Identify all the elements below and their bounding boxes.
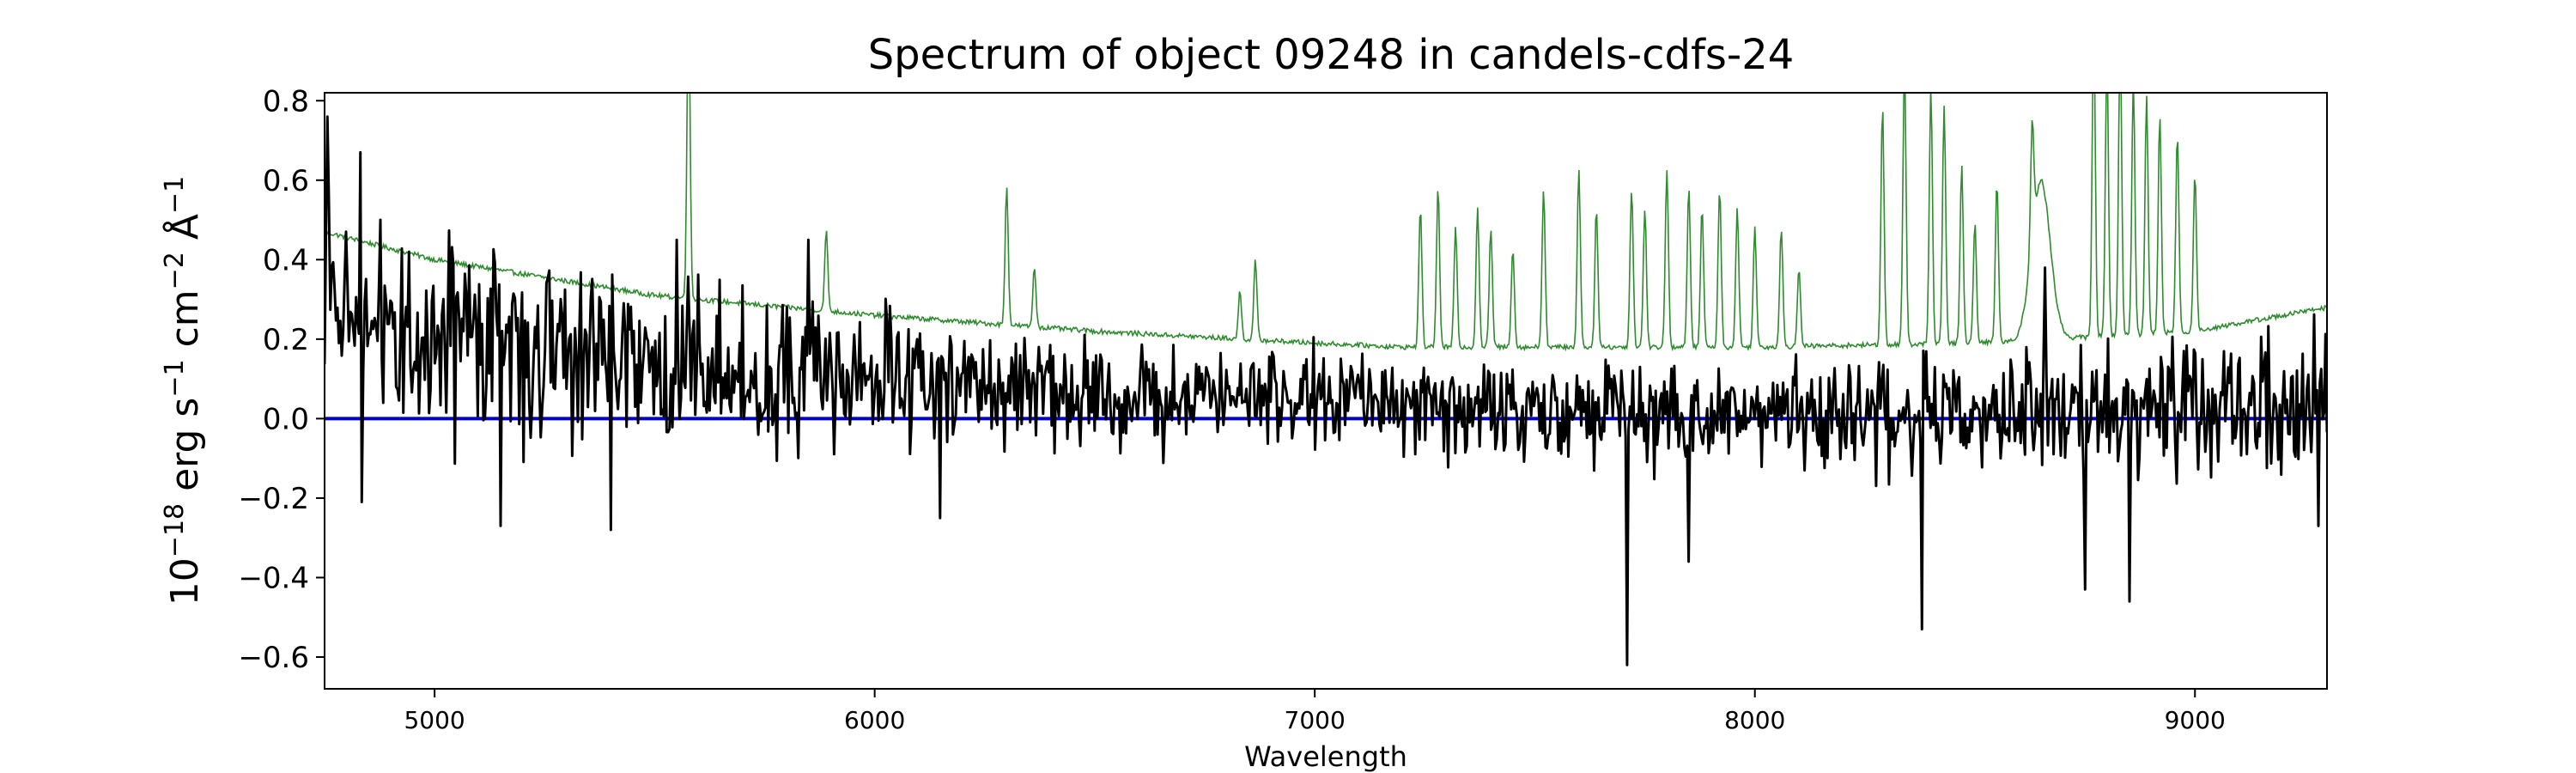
x-tick-label: 8000 [1724, 706, 1785, 734]
y-tick-label: 0.2 [263, 323, 309, 357]
y-tick-label: 0.8 [263, 84, 309, 119]
y-axis-ticks: −0.6 −0.4 −0.2 0.0 0.2 0.4 0.6 0.8 [238, 84, 325, 675]
y-tick-label: −0.2 [238, 482, 309, 516]
x-axis-ticks: 5000 6000 7000 8000 9000 [404, 689, 2226, 734]
error-spectrum-line [325, 93, 2327, 352]
x-tick-label: 6000 [844, 706, 905, 734]
y-tick-label: 0.4 [263, 243, 309, 277]
x-tick-label: 9000 [2165, 706, 2226, 734]
plot-area: 5000 6000 7000 8000 9000 −0.6 −0.4 −0.2 0.0 0.2 0… [238, 84, 2328, 734]
y-axis-label: 10−18 erg s−1 cm−2 Å−1 [160, 176, 208, 606]
plot-frame [324, 92, 2328, 690]
y-tick-label: 0.0 [263, 402, 309, 436]
flux-spectrum-line [325, 115, 2327, 666]
x-tick-label: 5000 [404, 706, 465, 734]
y-tick-label: 0.6 [263, 164, 309, 198]
x-axis-label: Wavelength [1244, 740, 1407, 773]
y-tick-label: −0.6 [238, 641, 309, 675]
y-tick-label: −0.4 [238, 561, 309, 595]
chart-title: Spectrum of object 09248 in candels-cdfs… [868, 31, 1795, 79]
x-tick-label: 7000 [1285, 706, 1346, 734]
